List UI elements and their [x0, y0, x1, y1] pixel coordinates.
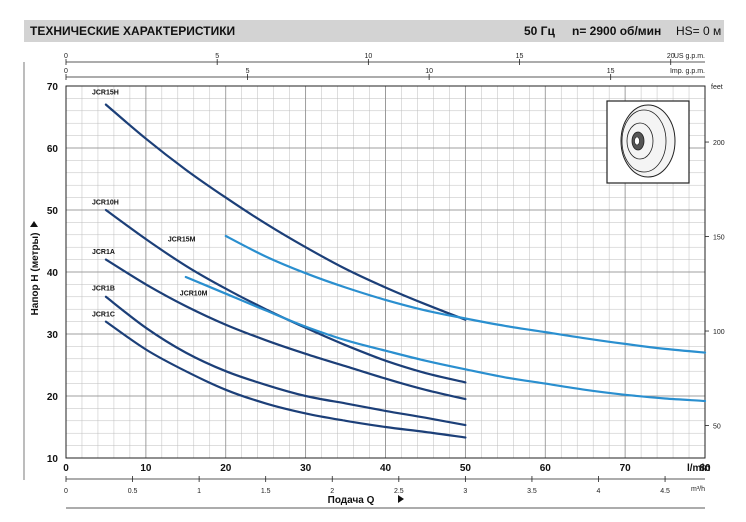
- bottom-axis-tick-label: 2: [330, 488, 334, 495]
- bottom-axis-tick-label: 4: [597, 488, 601, 495]
- series-line-jcr15m: [224, 234, 707, 354]
- curve-label: JCR15H: [92, 90, 119, 97]
- x-tick-label: 30: [300, 463, 312, 474]
- top-axis-tick-label: 20: [667, 53, 675, 60]
- y-tick-label: 20: [47, 392, 59, 403]
- right-axis-tick-label: 200: [713, 140, 725, 147]
- header-hs: HS= 0 м: [676, 24, 722, 38]
- bottom-axis-tick-label: 1.5: [261, 488, 271, 495]
- header-title: ТЕХНИЧЕСКИЕ ХАРАКТЕРИСТИКИ: [30, 24, 236, 38]
- x-unit-label: l/min: [687, 463, 710, 474]
- right-axis-tick-label: 150: [713, 235, 725, 242]
- bottom-axis-tick-label: 1: [197, 488, 201, 495]
- top-axis-tick-label: 15: [607, 68, 615, 75]
- top-axis-tick-label: 0: [64, 68, 68, 75]
- curve-label: JCR1C: [92, 312, 115, 319]
- bottom-axis-tick-label: 2.5: [394, 488, 404, 495]
- right-axis-unit: feet: [711, 84, 723, 91]
- x-tick-label: 50: [460, 463, 472, 474]
- curve-label: JCR10H: [92, 199, 119, 206]
- bottom-axis-tick-label: 4.5: [660, 488, 670, 495]
- y-arrow-icon: [30, 221, 38, 227]
- y-axis-title: Напор H (метры): [30, 233, 41, 316]
- x-tick-label: 20: [220, 463, 232, 474]
- plot-frame: [65, 85, 706, 459]
- top-axis-tick-label: 15: [516, 53, 524, 60]
- curve-label: JCR1B: [92, 286, 115, 293]
- series-line-jcr1b: [104, 295, 467, 427]
- right-axis-tick-label: 50: [713, 424, 721, 431]
- top-axis-tick-label: 10: [364, 53, 372, 60]
- x-tick-label: 10: [140, 463, 152, 474]
- y-tick-label: 10: [47, 454, 59, 465]
- series-line-jcr15h: [104, 103, 467, 321]
- series-line-jcr1a: [104, 258, 467, 401]
- y-tick-label: 30: [47, 330, 59, 341]
- x-axis-title: Подача Q: [328, 495, 375, 506]
- top-axis-unit: US g.p.m.: [674, 53, 705, 60]
- impeller-icon: [606, 100, 690, 184]
- y-tick-label: 40: [47, 268, 59, 279]
- x-arrow-icon: [398, 495, 404, 503]
- x-tick-label: 70: [620, 463, 632, 474]
- bottom-axis-tick-label: 3.5: [527, 488, 537, 495]
- x-tick-label: 60: [540, 463, 552, 474]
- bottom-axis-tick-label: 0.5: [128, 488, 138, 495]
- top-axis-tick-label: 10: [425, 68, 433, 75]
- top-axis-tick-label: 5: [246, 68, 250, 75]
- top-axis-tick-label: 0: [64, 53, 68, 60]
- header-bar: ТЕХНИЧЕСКИЕ ХАРАКТЕРИСТИКИ 50 Гц n= 2900…: [24, 20, 724, 42]
- curve-label: JCR1A: [92, 249, 115, 256]
- x-tick-label: 80: [699, 463, 711, 474]
- y-tick-label: 70: [47, 82, 59, 93]
- bottom-axis-unit: m³/h: [691, 486, 705, 493]
- y-tick-label: 50: [47, 206, 59, 217]
- header-rpm: n= 2900 об/мин: [572, 24, 662, 38]
- series-line-jcr10m: [184, 275, 707, 403]
- curve-label: JCR15M: [168, 237, 196, 244]
- right-axis-tick-label: 100: [713, 329, 725, 336]
- top-axis-tick-label: 5: [215, 53, 219, 60]
- x-tick-label: 0: [63, 463, 69, 474]
- series-line-jcr1c: [104, 320, 467, 439]
- bottom-axis-tick-label: 3: [463, 488, 467, 495]
- bottom-axis-tick-label: 0: [64, 488, 68, 495]
- header-frequency: 50 Гц: [524, 24, 555, 38]
- top-axis-unit: Imp. g.p.m.: [670, 68, 705, 75]
- curve-label: JCR10M: [180, 291, 208, 298]
- x-tick-label: 40: [380, 463, 392, 474]
- y-tick-label: 60: [47, 144, 59, 155]
